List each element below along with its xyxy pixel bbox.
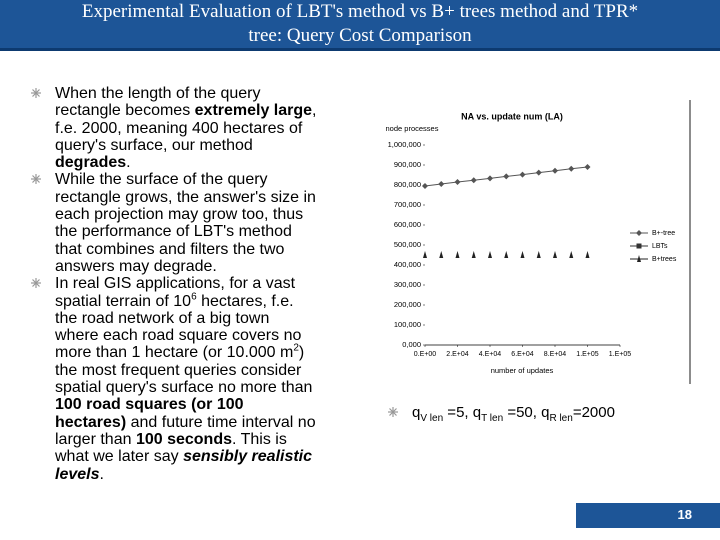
x-tick-label: 0.E+00 (414, 351, 436, 358)
page-number: 18 (576, 503, 720, 528)
text-run: q (412, 404, 421, 421)
text-run: extremely large (194, 102, 313, 120)
text-run: 6 (191, 291, 197, 303)
marker (454, 179, 461, 185)
text-run: 100 road squares (or 100 hectares) (55, 396, 244, 431)
text-run: . (126, 154, 131, 172)
note-text: qV len =5, qT len =50, qR len=2000 (388, 404, 615, 424)
text-run: degrades (55, 154, 127, 172)
text-run: 2 (293, 343, 299, 355)
x-tick-label: 1.E+05 (609, 351, 631, 358)
marker (422, 183, 428, 189)
marker (520, 251, 525, 258)
y-axis-label: node processes (386, 124, 439, 133)
y-tick-label: 700,000 (394, 200, 421, 209)
marker (470, 177, 477, 184)
bullet: In real GIS applications, for a vast spa… (31, 275, 317, 483)
legend-label: B+trees (652, 256, 677, 263)
marker (636, 243, 642, 249)
x-tick-label: 2.E+04 (446, 351, 468, 358)
text-run: =2000 (572, 404, 615, 421)
bullet-icon (388, 407, 398, 417)
x-tick-label: 8.E+04 (544, 351, 566, 358)
x-tick-label: 6.E+04 (511, 351, 533, 358)
marker (636, 230, 642, 236)
bullet: While the surface of the query rectangle… (31, 171, 317, 275)
bullet-icon (31, 174, 41, 185)
text-run: =5, q (443, 404, 482, 421)
slide-title: Experimental Evaluation of LBT's method … (81, 1, 639, 46)
marker (552, 167, 558, 174)
marker (439, 251, 444, 258)
x-tick-label: 4.E+04 (479, 351, 501, 358)
text-run: and future time interval no larger than (55, 413, 316, 448)
text-run: , f.e. 2000, meaning 400 hectares of que… (55, 102, 317, 154)
text-run: T len (481, 413, 504, 424)
marker (585, 251, 590, 258)
y-tick-label: 300,000 (394, 280, 421, 289)
bullet: When the length of the query rectangle b… (31, 85, 317, 172)
note: qV len =5, qT len =50, qR len=2000 (388, 404, 615, 424)
text-run: While the surface of the query rectangle… (55, 171, 316, 275)
chart-title: NA vs. update num (LA) (461, 111, 563, 121)
text-run: hectares, f.e. the road network of a big… (55, 292, 302, 362)
marker (519, 171, 526, 178)
text-run: . This is what we later say (55, 430, 287, 466)
text-run: When the length of the query rectangle b… (55, 85, 261, 120)
bullet-list: When the length of the query rectangle b… (31, 85, 317, 483)
marker (471, 251, 476, 258)
marker (503, 173, 510, 180)
x-tick-label: 1.E+05 (576, 351, 598, 358)
marker (535, 169, 542, 176)
y-tick-label: 400,000 (394, 260, 421, 269)
text-run: sensibly realistic levels (55, 448, 313, 483)
marker (488, 251, 492, 258)
y-tick-label: 600,000 (394, 220, 421, 229)
y-tick-label: 0,000 (402, 340, 421, 349)
y-tick-label: 800,000 (394, 180, 421, 189)
marker (438, 181, 445, 187)
text-run: . (99, 465, 104, 483)
text-run: ) the most frequent queries consider spa… (55, 344, 313, 397)
marker (569, 251, 574, 258)
y-tick-label: 1,000,000 (388, 140, 421, 149)
bullet-icon (31, 88, 41, 98)
marker (536, 251, 541, 258)
x-axis-label: number of updates (491, 366, 554, 375)
y-tick-label: 900,000 (394, 160, 421, 169)
text-run: In real GIS applications, for a vast spa… (55, 275, 296, 310)
marker (568, 165, 575, 172)
text-run: =50, q (503, 404, 550, 421)
y-tick-label: 200,000 (394, 300, 421, 309)
title-bar (0, 0, 720, 51)
legend-label: B+-tree (652, 230, 675, 237)
marker (455, 251, 460, 258)
bullet-icon (31, 278, 41, 289)
legend-label: LBTs (652, 243, 668, 250)
text-run: R len (549, 413, 573, 424)
marker (487, 175, 493, 182)
marker (504, 251, 509, 258)
marker (584, 164, 591, 170)
marker (553, 251, 557, 258)
text-run: V len (420, 413, 444, 424)
y-tick-label: 500,000 (394, 240, 421, 249)
y-tick-label: 100,000 (394, 320, 421, 329)
marker (637, 255, 641, 262)
marker (423, 251, 427, 258)
text-run: 100 seconds (135, 430, 232, 448)
